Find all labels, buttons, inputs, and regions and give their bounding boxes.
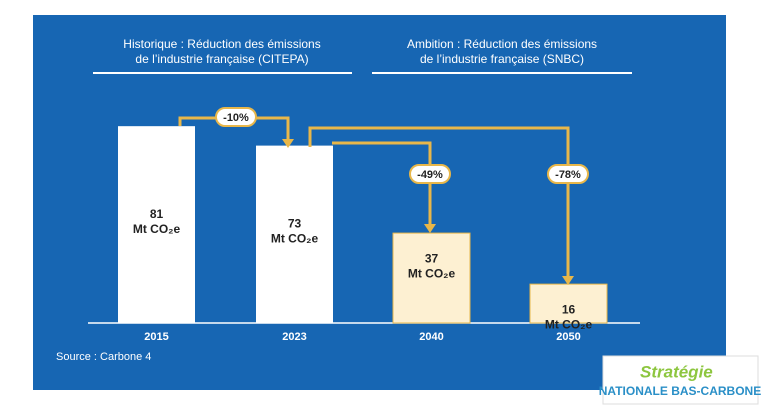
header: de l’industrie française (SNBC) — [420, 52, 584, 66]
arrowhead — [424, 224, 436, 233]
header: de l’industrie française (CITEPA) — [135, 52, 308, 66]
logo-text: Stratégie — [640, 362, 713, 381]
value-label: 73 — [288, 216, 302, 230]
bar — [256, 145, 333, 323]
bar — [392, 232, 471, 324]
arrowhead — [562, 276, 574, 285]
annotation: -10% — [223, 112, 249, 124]
value-label: 16 — [562, 302, 576, 316]
pill — [547, 164, 589, 184]
unit-label: Mt CO₂e — [271, 231, 319, 245]
arrowhead — [282, 139, 294, 148]
source: Source : Carbone 4 — [56, 351, 151, 363]
logo-text: NATIONALE BAS-CARBONE — [599, 384, 761, 398]
x-tick-label: 2015 — [144, 331, 168, 343]
pill — [409, 164, 451, 184]
unit-label: Mt CO₂e — [408, 266, 456, 280]
logo — [602, 355, 759, 405]
value-label: 81 — [150, 207, 164, 221]
unit-label: Mt CO₂e — [545, 317, 593, 331]
arrow — [308, 126, 570, 278]
header: Historique : Réduction des émissions — [123, 37, 320, 51]
x-tick-label: 2023 — [282, 331, 306, 343]
pill — [215, 107, 257, 127]
arrowheads — [282, 139, 574, 285]
unit-label: Mt CO₂e — [133, 222, 181, 236]
annotation: -49% — [417, 169, 443, 181]
value-label: 37 — [425, 251, 439, 265]
header: Ambition : Réduction des émissions — [407, 37, 597, 51]
x-tick-label: 2040 — [419, 331, 443, 343]
arrow — [332, 141, 432, 226]
x-tick-label: 2050 — [556, 331, 580, 343]
annotation: -78% — [555, 169, 581, 181]
bar — [118, 126, 195, 323]
